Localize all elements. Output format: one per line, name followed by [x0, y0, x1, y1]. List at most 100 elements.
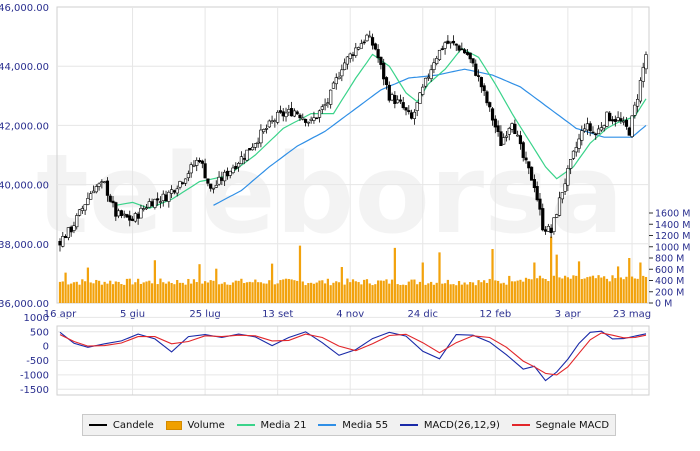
candle-body	[223, 171, 227, 182]
candle-body	[602, 125, 606, 129]
candle-body	[292, 110, 297, 117]
candle-body	[256, 141, 260, 144]
candle-body	[167, 191, 171, 202]
volume-bar	[190, 283, 193, 303]
volume-bar	[558, 277, 561, 303]
volume-bar	[248, 281, 251, 303]
volume-bar	[323, 283, 327, 303]
volume-bar	[485, 282, 489, 303]
volume-bar	[402, 284, 405, 303]
volume-bar	[265, 283, 268, 303]
candle-body	[312, 117, 316, 121]
candle-body	[591, 131, 595, 134]
candle-body	[303, 118, 308, 123]
volume-bar	[170, 282, 173, 303]
candle-body	[323, 104, 327, 107]
volume-bar	[326, 278, 330, 303]
volume-bar	[360, 284, 363, 303]
volume-bar	[424, 284, 427, 303]
price-tick-label: 44,000.00	[0, 62, 49, 73]
volume-bar	[572, 275, 575, 303]
volume-bar	[340, 267, 343, 303]
volume-bar	[616, 266, 620, 303]
candle-body	[457, 45, 461, 51]
legend-swatch	[399, 424, 418, 426]
candle-body	[409, 112, 414, 119]
volume-bar	[589, 276, 592, 303]
volume-bar	[257, 282, 260, 303]
volume-bar	[92, 283, 95, 303]
candle-body	[599, 127, 603, 131]
candle-body	[563, 183, 567, 192]
volume-bar	[371, 285, 374, 303]
volume-bar	[312, 283, 316, 303]
volume-bar	[282, 279, 285, 303]
candle-body	[320, 106, 324, 110]
candle-body	[301, 117, 305, 120]
candle-body	[217, 176, 221, 185]
volume-bar	[477, 280, 480, 303]
candle-body	[421, 86, 425, 95]
volume-bar	[335, 281, 338, 303]
candle-body	[284, 112, 288, 118]
volume-bar	[279, 280, 282, 303]
candle-body	[326, 102, 330, 104]
candle-body	[91, 190, 96, 194]
volume-bar	[97, 280, 101, 303]
volume-bar	[64, 272, 67, 303]
volume-bar	[505, 284, 508, 303]
volume-bar	[494, 280, 497, 303]
volume-bar	[304, 285, 307, 303]
legend-swatch	[165, 420, 182, 430]
candle-body	[58, 241, 62, 246]
candle-body	[133, 213, 137, 222]
candle-body	[636, 98, 640, 107]
volume-bar	[351, 279, 355, 303]
candle-body	[379, 56, 383, 65]
volume-bar	[215, 268, 218, 303]
volume-bar	[72, 282, 76, 303]
price-tick-label: 46,000.00	[0, 3, 49, 14]
candle-body	[147, 201, 151, 208]
candle-body	[161, 193, 165, 201]
volume-bar	[318, 280, 321, 303]
candle-body	[365, 34, 369, 42]
volume-bar	[628, 258, 631, 303]
legend-item: Media 55	[318, 420, 388, 431]
volume-bar	[296, 280, 299, 303]
signal-line	[59, 332, 647, 376]
candle-body	[206, 178, 210, 184]
candle-body	[622, 120, 626, 123]
date-tick-label: 23 mag	[613, 309, 651, 320]
candle-body	[359, 43, 363, 49]
volume-bar	[307, 283, 310, 303]
candle-body	[144, 207, 149, 210]
date-tick-label: 12 feb	[479, 309, 511, 320]
volume-tick-label: 600 M	[655, 265, 684, 276]
volume-bar	[106, 283, 109, 303]
volume-bar	[120, 284, 123, 303]
candle-body	[211, 187, 216, 190]
candle-body	[418, 92, 422, 104]
volume-bar	[639, 262, 642, 303]
volume-bar	[234, 280, 237, 303]
volume-bar	[600, 277, 603, 303]
volume-bar	[594, 278, 597, 303]
candle-body	[382, 62, 386, 80]
candle-body	[306, 121, 310, 124]
candle-body	[440, 48, 444, 50]
volume-bar	[502, 282, 505, 303]
volume-bar	[284, 278, 288, 303]
candle-body	[290, 108, 294, 117]
volume-bar	[259, 282, 263, 303]
volume-bar	[513, 281, 516, 303]
volume-bar	[427, 283, 430, 303]
volume-bar	[298, 245, 302, 303]
candle-body	[541, 208, 545, 231]
candle-body	[267, 120, 271, 128]
volume-bar	[153, 260, 156, 303]
candle-body	[61, 236, 65, 247]
candle-body	[370, 37, 375, 46]
legend-swatch	[318, 424, 337, 426]
volume-bar	[220, 283, 223, 303]
